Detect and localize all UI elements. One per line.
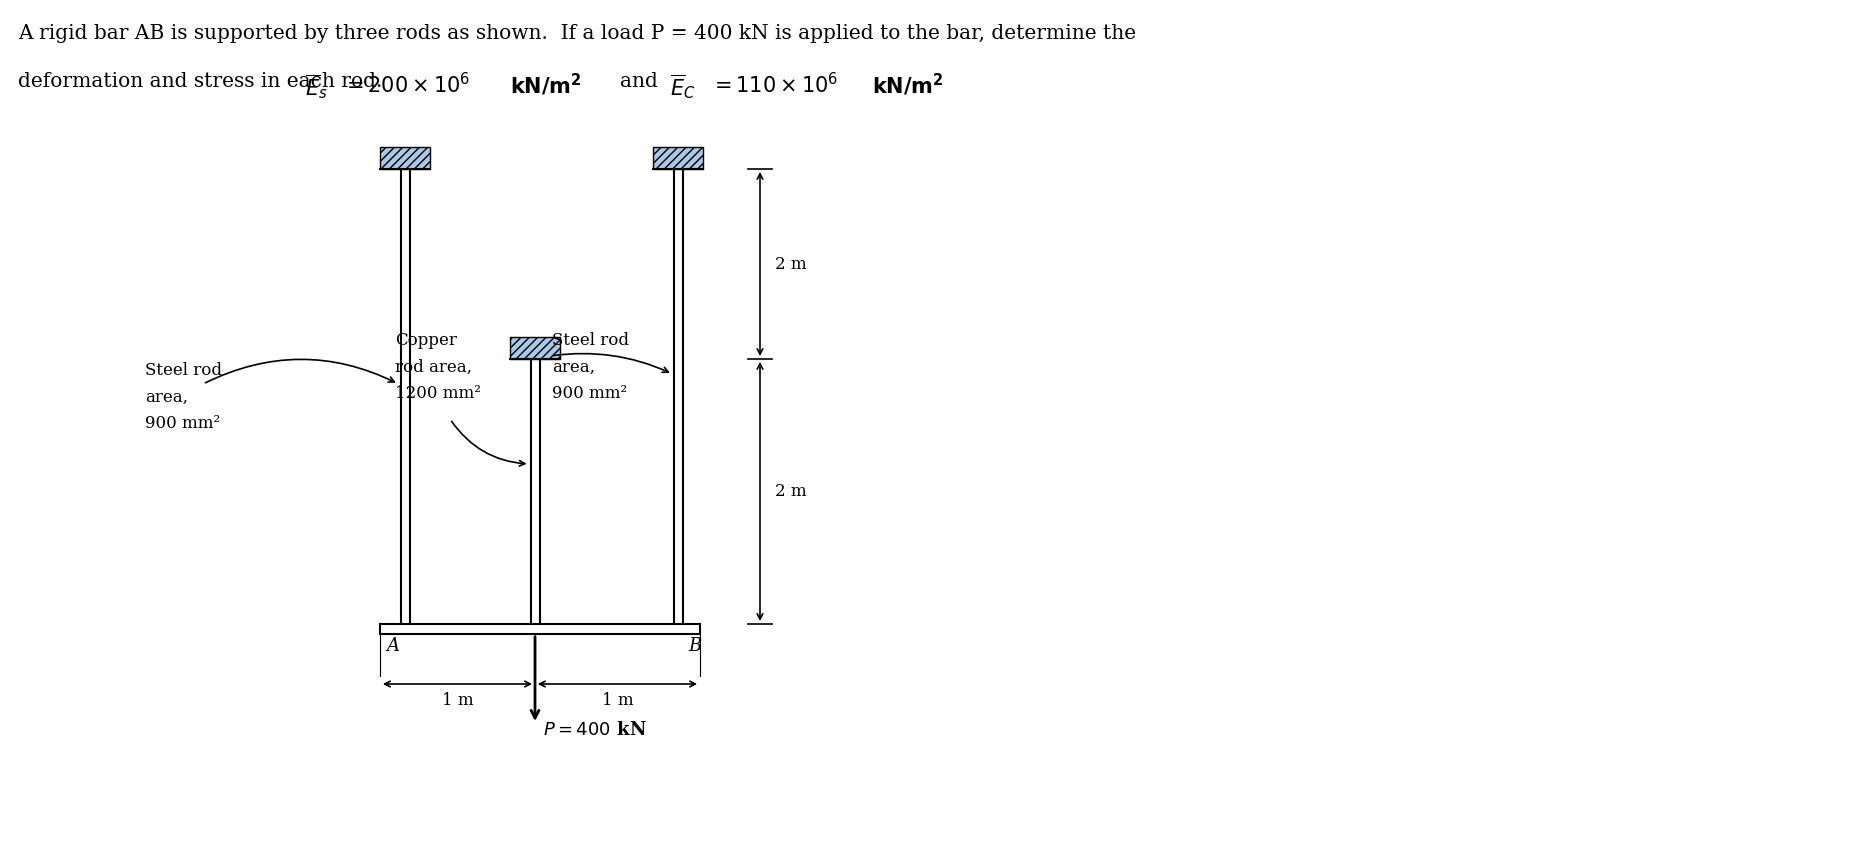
Text: Copper: Copper: [395, 332, 457, 349]
Text: A rigid bar AB is supported by three rods as shown.  If a load P = 400 kN is app: A rigid bar AB is supported by three rod…: [19, 24, 1135, 43]
Text: 900 mm²: 900 mm²: [144, 415, 219, 432]
Text: Steel rod: Steel rod: [553, 332, 629, 349]
Text: 2 m: 2 m: [775, 483, 805, 500]
Text: Steel rod: Steel rod: [144, 362, 221, 379]
Bar: [652, 147, 702, 169]
Text: rod area,: rod area,: [395, 359, 472, 376]
Text: $= 110 \times 10^6$: $= 110 \times 10^6$: [710, 72, 837, 97]
Text: and: and: [620, 72, 657, 91]
Text: B: B: [687, 637, 701, 655]
Bar: [380, 147, 429, 169]
Bar: [380, 624, 701, 634]
Text: $= 200 \times 10^6$: $= 200 \times 10^6$: [341, 72, 470, 97]
Text: 1200 mm²: 1200 mm²: [395, 385, 481, 402]
Text: 2 m: 2 m: [775, 256, 805, 273]
Text: area,: area,: [553, 359, 596, 376]
Text: 1 m: 1 m: [442, 692, 474, 709]
Text: $\overline{E}_C$: $\overline{E}_C$: [671, 72, 695, 100]
Text: $\overline{E}_s$: $\overline{E}_s$: [305, 72, 328, 100]
Text: area,: area,: [144, 389, 187, 406]
Text: 900 mm²: 900 mm²: [553, 385, 627, 402]
Text: 1 m: 1 m: [601, 692, 633, 709]
Text: A: A: [386, 637, 399, 655]
Text: deformation and stress in each rod.: deformation and stress in each rod.: [19, 72, 382, 91]
Text: $\mathbf{kN/m^2}$: $\mathbf{kN/m^2}$: [509, 72, 581, 98]
Bar: [509, 337, 560, 359]
Text: $P = 400$ kN: $P = 400$ kN: [543, 721, 646, 739]
Text: $\mathbf{kN/m^2}$: $\mathbf{kN/m^2}$: [871, 72, 944, 98]
